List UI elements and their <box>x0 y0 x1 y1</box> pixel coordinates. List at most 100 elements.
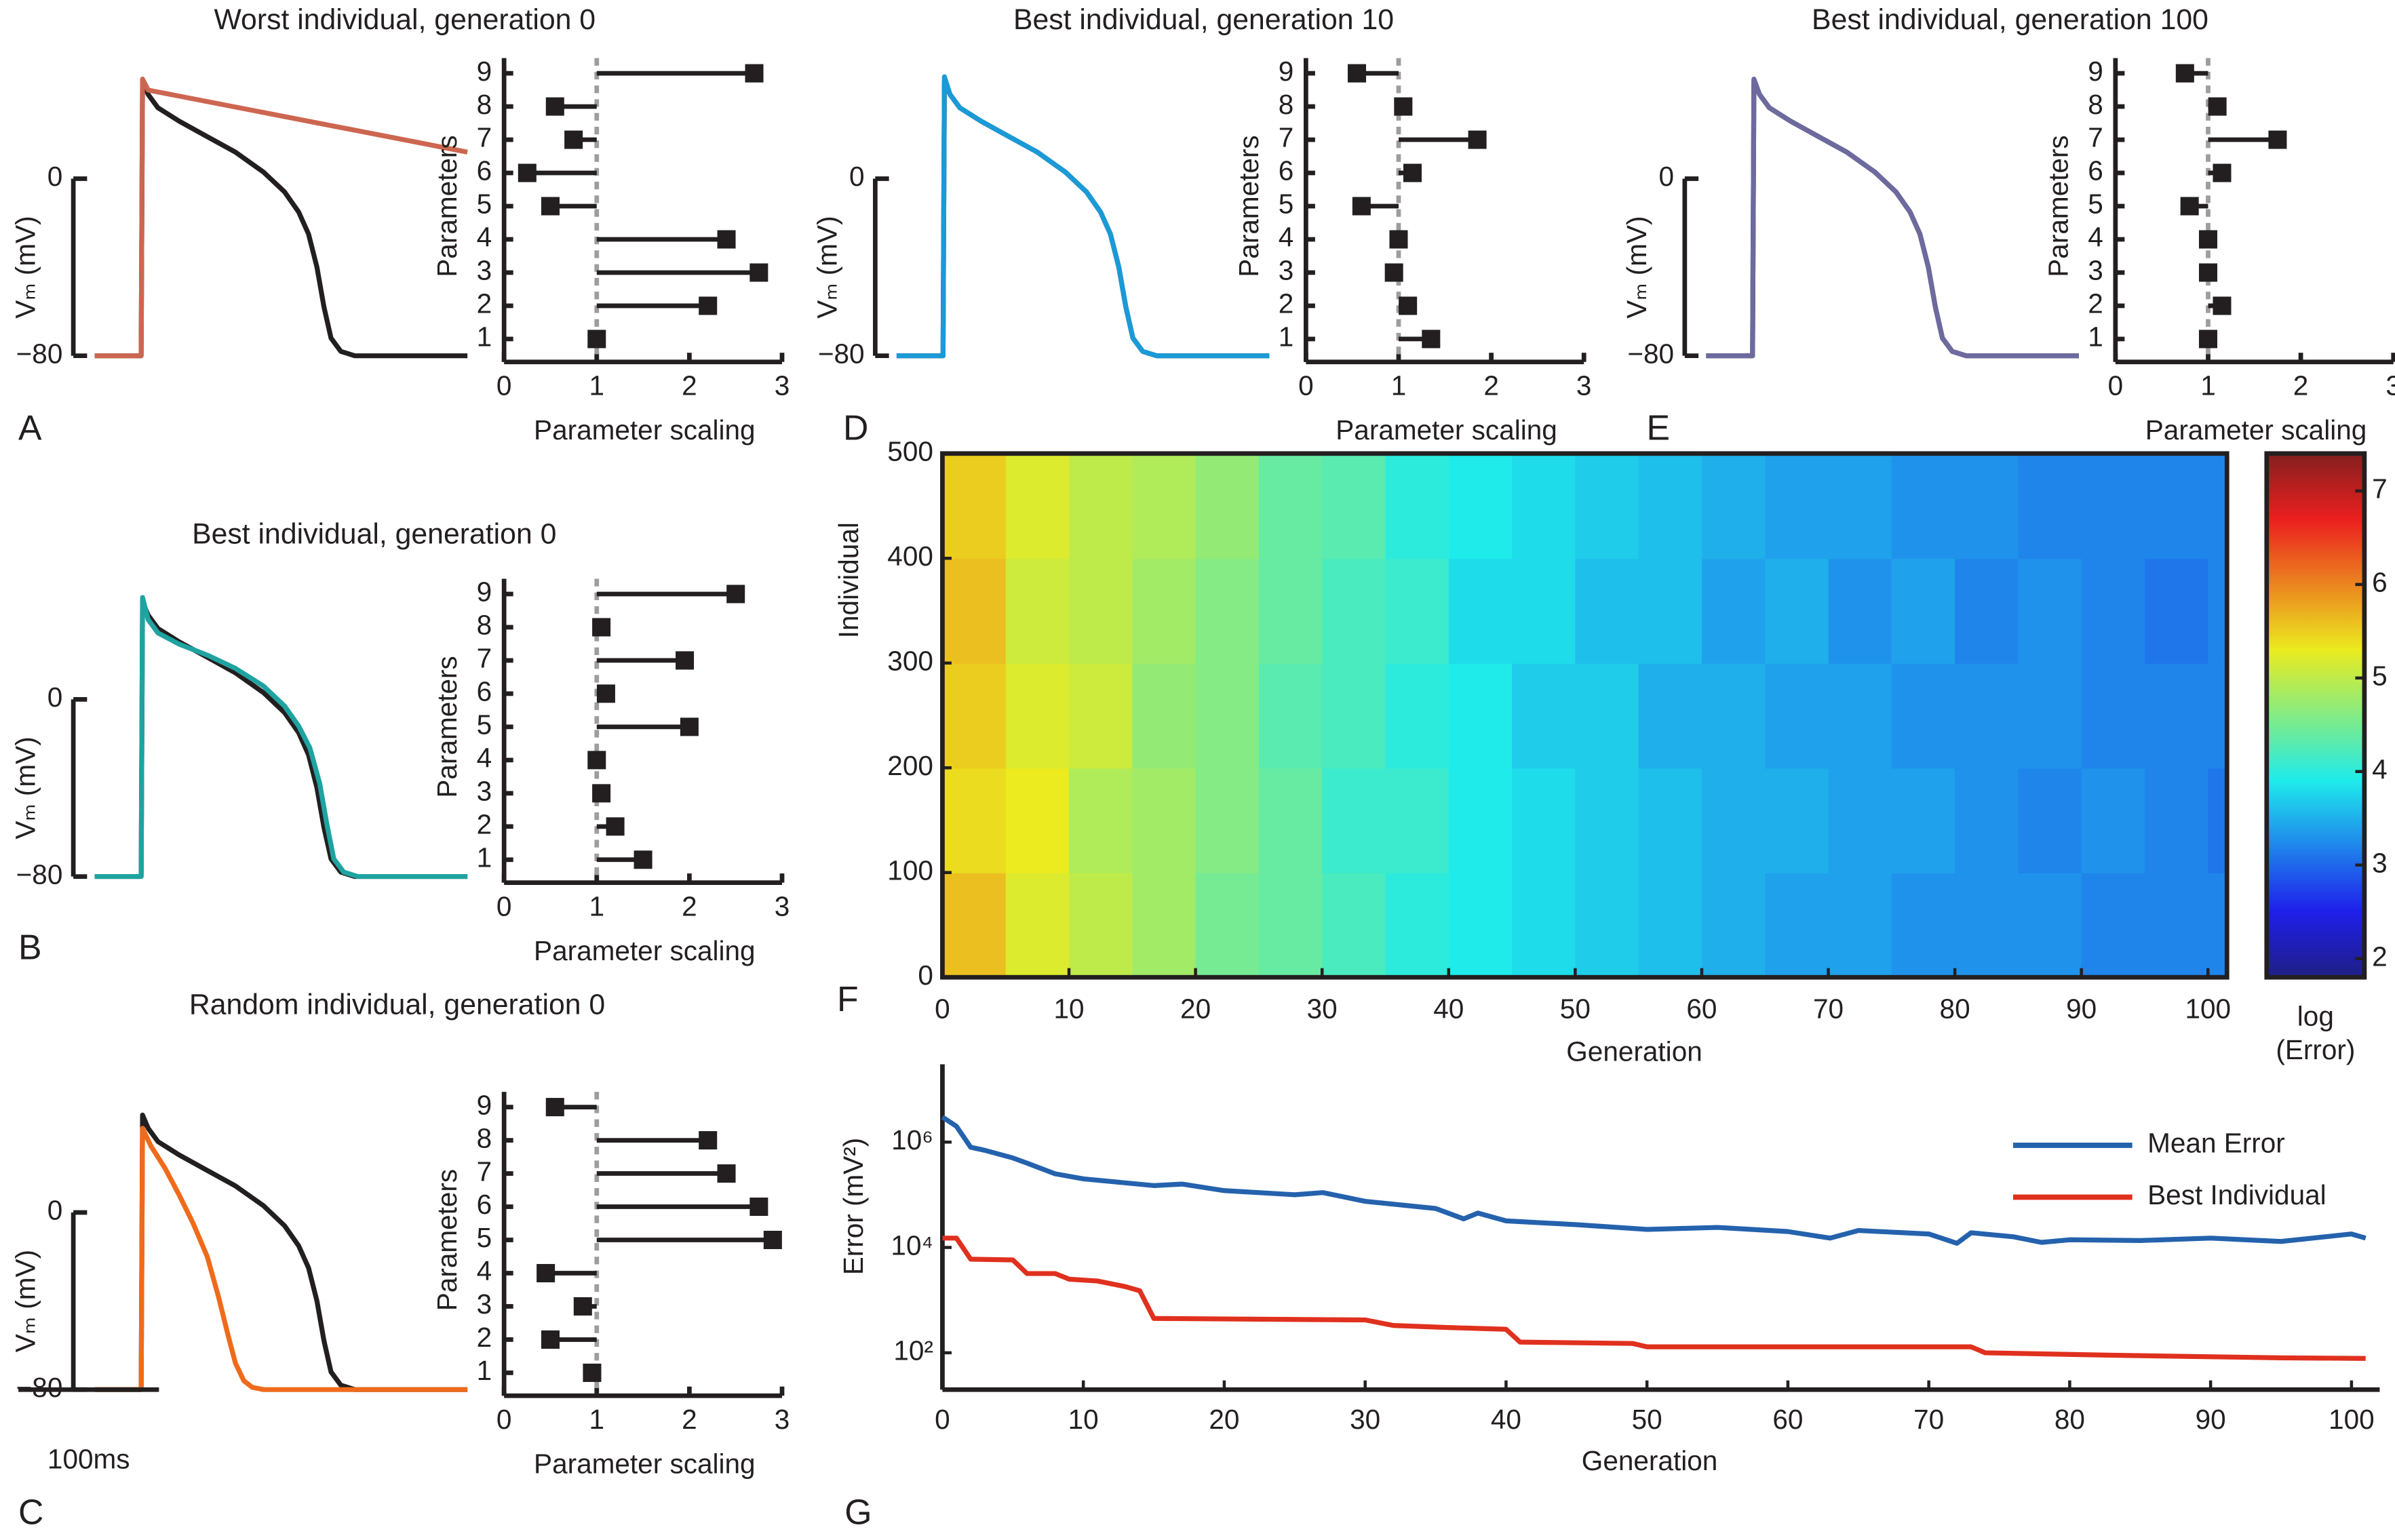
y-axis-label: Parameters <box>431 1169 463 1311</box>
x-tick-label: 1 <box>2200 370 2216 401</box>
heat-cell <box>1955 663 2019 769</box>
marker <box>587 751 606 770</box>
x-tick-label: 3 <box>775 891 790 922</box>
heat-cell <box>2208 663 2228 769</box>
heat-cell <box>1891 453 1956 559</box>
y-tick-label: 9 <box>477 1089 492 1120</box>
y-axis-label: Vₘ (mV) <box>9 216 41 318</box>
heat-cell <box>2208 453 2228 559</box>
x-tick-label: 0 <box>496 891 512 922</box>
y-tick-label: −80 <box>16 338 63 369</box>
y-tick-label: 5 <box>2088 189 2103 220</box>
panel-label: F <box>837 979 859 1019</box>
colorbar-tick-label: 3 <box>2372 847 2388 878</box>
heat-cell <box>1638 558 1703 664</box>
marker <box>2180 197 2199 216</box>
heat-cell <box>1512 768 1576 873</box>
y-tick-label: 5 <box>477 709 492 741</box>
x-tick-label: 10 <box>1053 993 1084 1024</box>
x-axis-label: Parameter scaling <box>534 414 756 446</box>
y-tick-label: 500 <box>887 436 933 467</box>
marker <box>2213 296 2232 315</box>
trace <box>94 1112 468 1392</box>
y-tick-label: 4 <box>477 1255 492 1286</box>
heat-cell <box>1828 872 1892 979</box>
heat-cell <box>1955 453 2019 559</box>
y-tick-label: 1 <box>477 842 492 873</box>
marker <box>717 230 736 249</box>
panel-label: C <box>18 1493 43 1532</box>
y-tick-label: 3 <box>477 776 492 807</box>
y-tick-label: 0 <box>47 682 63 713</box>
x-tick-label: 0 <box>496 1404 512 1435</box>
panel-title: Best individual, generation 100 <box>1812 3 2208 36</box>
x-tick-label: 0 <box>2108 370 2124 401</box>
heat-cell <box>1132 558 1196 664</box>
heat-cell <box>1512 872 1576 979</box>
marker <box>1422 330 1441 349</box>
y-tick-label: −80 <box>16 858 63 890</box>
y-tick-label: 1 <box>477 1355 492 1386</box>
y-tick-label: −80 <box>818 338 865 369</box>
marker <box>518 163 537 182</box>
y-tick-label: 2 <box>477 288 492 319</box>
y-tick-label: 7 <box>1279 122 1294 153</box>
heat-cell <box>1955 872 2019 979</box>
heat-cell <box>1069 558 1133 664</box>
y-axis-label: Parameters <box>2043 135 2074 277</box>
heat-cell <box>1765 663 1829 769</box>
heat-cell <box>1069 768 1133 873</box>
heat-cell <box>1955 768 2019 873</box>
x-tick-label: 10 <box>1068 1404 1099 1435</box>
colorbar <box>2266 453 2364 978</box>
y-tick-label: 1 <box>2088 321 2103 353</box>
heat-cell <box>2018 663 2082 769</box>
x-tick-label: 60 <box>1772 1404 1803 1435</box>
heat-cell <box>1891 558 1956 664</box>
y-tick-label: 400 <box>887 540 933 572</box>
marker <box>726 585 745 604</box>
marker <box>1348 64 1367 83</box>
marker <box>592 618 611 637</box>
colorbar-tick-label: 4 <box>2372 753 2388 785</box>
y-tick-label: 7 <box>477 643 492 674</box>
heat-cell <box>1765 872 1829 979</box>
marker <box>680 717 699 736</box>
y-tick-label: 6 <box>477 676 492 707</box>
heat-cell <box>1385 663 1449 769</box>
heat-cell <box>1005 663 1070 769</box>
y-tick-label: 0 <box>47 161 63 192</box>
marker <box>2268 130 2287 149</box>
heat-cell <box>1385 453 1449 559</box>
heat-cell <box>1512 663 1576 769</box>
heat-cell <box>1891 663 1956 769</box>
x-tick-label: 100 <box>2329 1404 2375 1435</box>
y-axis-label: Error (mV²) <box>838 1138 869 1276</box>
heat-cell <box>1828 558 1892 664</box>
y-tick-label: 7 <box>477 122 492 153</box>
y-tick-label: 1 <box>1279 321 1294 353</box>
marker <box>749 1198 768 1217</box>
heat-cell <box>1575 453 1639 559</box>
heat-cell <box>942 558 1007 664</box>
x-tick-label: 1 <box>589 1404 604 1435</box>
x-tick-label: 40 <box>1491 1404 1521 1435</box>
y-axis-label: Vₘ (mV) <box>1621 216 1652 318</box>
x-axis-label: Generation <box>1566 1035 1702 1067</box>
colorbar-tick-label: 7 <box>2372 473 2388 505</box>
heat-cell <box>2081 558 2146 664</box>
x-tick-label: 3 <box>2386 370 2395 401</box>
heat-cell <box>1322 453 1386 559</box>
heat-cell <box>1512 453 1576 559</box>
heat-cell <box>1258 663 1323 769</box>
heat-cell <box>1701 872 1766 979</box>
y-tick-label: 5 <box>477 1222 492 1253</box>
heat-cell <box>2018 768 2082 873</box>
legend-label: Mean Error <box>2147 1128 2285 1159</box>
heat-cell <box>1258 768 1323 873</box>
heat-cell <box>1005 558 1070 664</box>
y-tick-label: 2 <box>477 809 492 840</box>
heat-cell <box>1638 872 1703 979</box>
heat-cell <box>1195 872 1260 979</box>
y-tick-label: 6 <box>2088 155 2103 186</box>
